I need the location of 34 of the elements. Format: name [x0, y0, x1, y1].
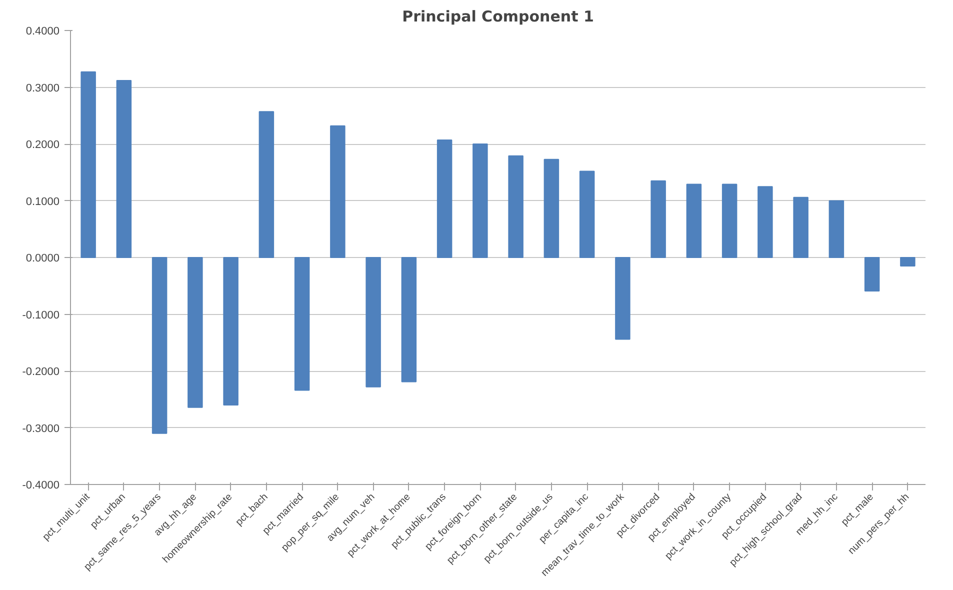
- bar: [188, 257, 203, 408]
- bar: [544, 158, 560, 258]
- bar: [366, 257, 381, 388]
- bar: [508, 155, 524, 258]
- y-tick-label: -0.3000: [22, 422, 60, 435]
- y-tick-label: 0.4000: [26, 26, 60, 38]
- y-tick-label: -0.4000: [22, 480, 60, 492]
- bar: [472, 144, 488, 258]
- bar: [828, 200, 844, 258]
- bar: [152, 257, 168, 434]
- y-tick-label: -0.1000: [22, 309, 60, 322]
- bar: [650, 180, 666, 258]
- bar: [116, 80, 132, 258]
- bar: [722, 184, 738, 258]
- bar: [80, 71, 96, 258]
- bar: [294, 257, 310, 391]
- bar: [615, 257, 630, 340]
- bar: [223, 257, 238, 406]
- bar: [900, 257, 916, 267]
- bar: [436, 140, 452, 258]
- bar: [793, 196, 808, 258]
- bar: [401, 257, 417, 382]
- bar: [758, 186, 773, 258]
- bar: [258, 111, 274, 258]
- y-tick-label: 0.3000: [26, 82, 60, 94]
- bar: [330, 125, 346, 258]
- chart-title: Principal Component 1: [402, 8, 594, 26]
- y-tick-label: 0.2000: [26, 139, 60, 151]
- y-tick-label: 0.1000: [26, 196, 60, 208]
- bar: [579, 170, 595, 258]
- bar: [864, 257, 880, 292]
- y-tick-label: -0.2000: [22, 366, 60, 378]
- bar: [686, 184, 702, 258]
- y-tick-label: 0.0000: [26, 252, 60, 264]
